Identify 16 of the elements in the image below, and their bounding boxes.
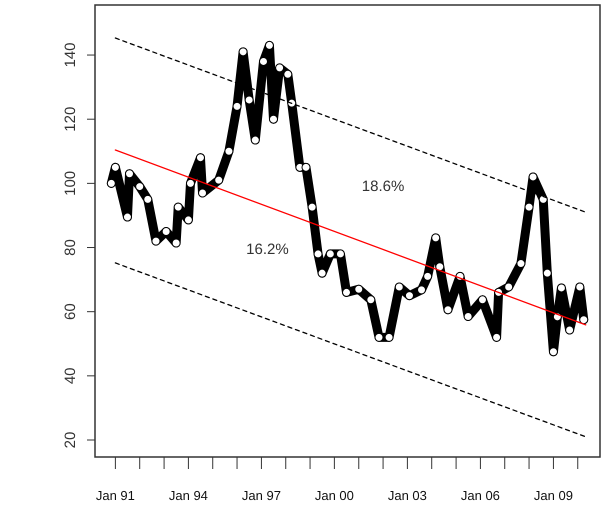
y-tick-label: 100: [62, 170, 79, 196]
annotation: 18.6%: [362, 178, 404, 195]
y-tick-label: 20: [62, 432, 79, 448]
y-tick-label: 80: [62, 239, 79, 256]
y-tick-label: 120: [62, 106, 79, 132]
y-tick-label: 40: [62, 367, 79, 384]
y-tick-label: 140: [62, 42, 79, 68]
annotation: 16.2%: [246, 240, 289, 258]
x-tick-label: Jan 09: [534, 488, 573, 503]
x-tick-label: Jan 91: [96, 488, 135, 503]
y-tick-label: 60: [62, 303, 79, 320]
x-tick-label: Jan 97: [242, 488, 281, 503]
x-tick-label: Jan 06: [460, 488, 500, 503]
x-tick-label: Jan 94: [168, 488, 208, 503]
x-tick-label: Jan 00: [314, 488, 354, 503]
x-tick-label: Jan 03: [388, 488, 427, 503]
